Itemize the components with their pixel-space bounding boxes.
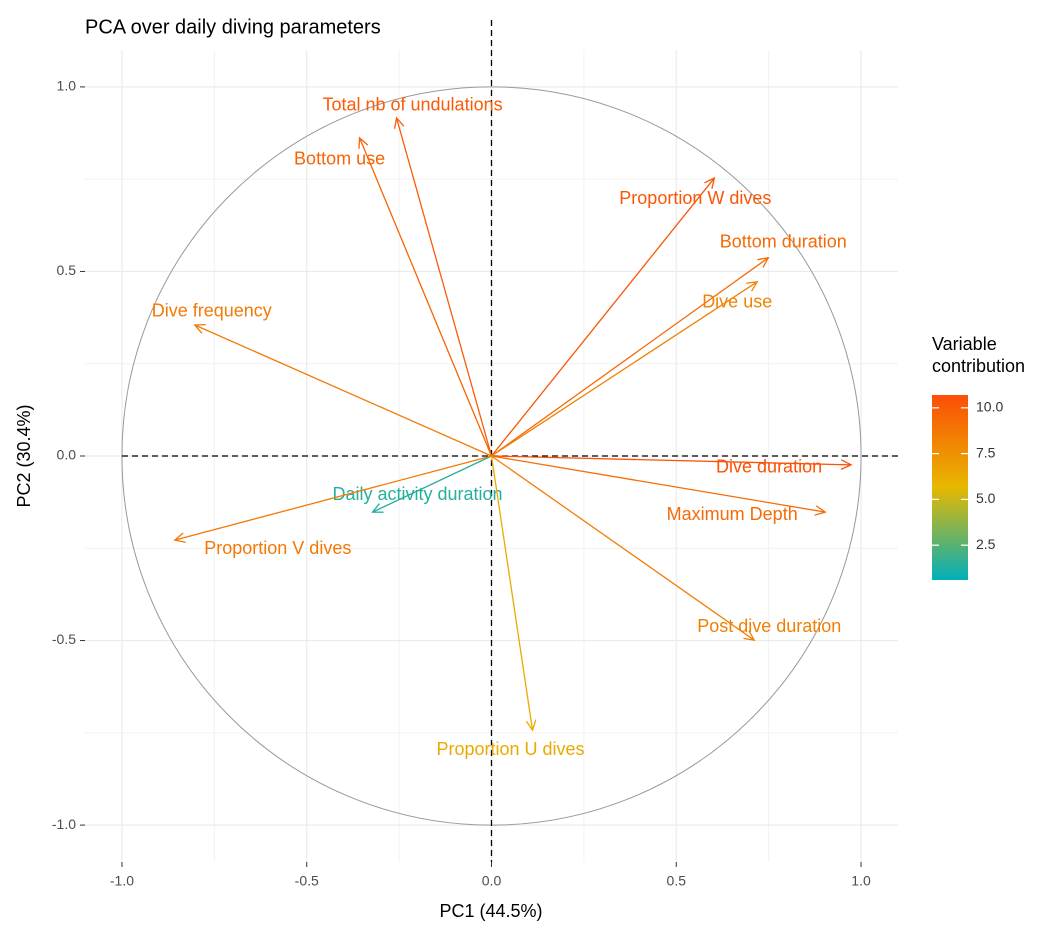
colorbar-label: 5.0 xyxy=(976,490,996,506)
variable-arrow xyxy=(491,280,759,457)
variable-label: Daily activity duration xyxy=(332,484,502,504)
colorbar-label: 10.0 xyxy=(976,399,1003,415)
variable-arrow xyxy=(490,455,537,732)
variable-arrow xyxy=(490,176,716,457)
variable-arrow xyxy=(393,116,493,457)
x-tick-label: 0.0 xyxy=(482,873,502,889)
variable-label: Dive use xyxy=(702,292,772,312)
variable-label: Dive frequency xyxy=(152,301,272,321)
colorbar-label: 7.5 xyxy=(976,444,996,460)
variable-arrow xyxy=(491,455,853,470)
y-tick-label: 1.0 xyxy=(57,78,77,94)
variable-arrow xyxy=(491,455,756,642)
colorbar xyxy=(932,395,968,580)
variable-label: Proportion V dives xyxy=(204,538,351,558)
y-tick-label: 0.5 xyxy=(57,262,77,278)
x-tick-label: -1.0 xyxy=(110,873,134,889)
variable-label: Bottom use xyxy=(294,149,385,169)
variable-label: Bottom duration xyxy=(720,232,847,252)
variable-label: Proportion U dives xyxy=(436,739,584,759)
x-tick-label: -0.5 xyxy=(295,873,319,889)
variable-arrow xyxy=(371,455,492,513)
variable-arrow xyxy=(491,455,827,516)
variable-label: Maximum Depth xyxy=(667,504,798,524)
y-tick-label: -0.5 xyxy=(52,631,76,647)
x-axis-title: PC1 (44.5%) xyxy=(439,901,542,921)
x-tick-label: 0.5 xyxy=(667,873,687,889)
variable-label: Dive duration xyxy=(716,457,822,477)
variable-arrow xyxy=(491,256,770,457)
y-tick-label: 0.0 xyxy=(57,447,77,463)
y-tick-label: -1.0 xyxy=(52,816,76,832)
chart-title: PCA over daily diving parameters xyxy=(85,16,381,38)
variable-label: Proportion W dives xyxy=(619,188,771,208)
legend-title: Variable contribution xyxy=(932,334,1026,376)
variable-arrow xyxy=(193,323,492,457)
variable-label: Total nb of undulations xyxy=(322,95,502,115)
colorbar-label: 2.5 xyxy=(976,536,996,552)
variable-label: Post dive duration xyxy=(697,616,841,636)
x-tick-label: 1.0 xyxy=(851,873,871,889)
variable-arrow xyxy=(173,455,492,543)
variable-arrow xyxy=(358,136,493,457)
y-axis-title: PC2 (30.4%) xyxy=(14,404,34,507)
